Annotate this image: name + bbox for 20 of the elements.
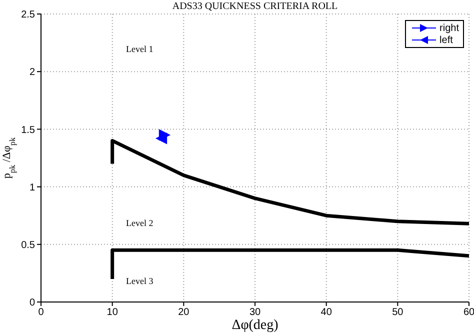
annotation: Level 3 — [126, 276, 154, 286]
legend-label: left — [440, 34, 453, 46]
x-tick-label: 40 — [320, 307, 332, 318]
y-tick-label: 2.5 — [21, 10, 36, 21]
y-tick-label: 1.5 — [21, 124, 36, 136]
x-tick-label: 30 — [249, 307, 261, 318]
y-tick-label: 2 — [29, 67, 36, 78]
x-tick-label: 0 — [38, 307, 44, 318]
legend-label: right — [440, 22, 459, 34]
y-tick-label: 0 — [29, 298, 36, 309]
x-tick-label: 20 — [178, 307, 190, 318]
x-tick-label: 50 — [392, 307, 404, 318]
chart-title: ADS33 QUICKNESS CRITERIA ROLL — [171, 1, 339, 12]
y-tick-label: 0.5 — [21, 240, 36, 251]
x-axis-title: Δφ(deg) — [232, 318, 279, 333]
annotation: Level 1 — [126, 44, 154, 54]
x-tick-label: 10 — [106, 307, 118, 318]
x-tick-label: 60 — [463, 307, 474, 318]
annotation: Level 2 — [126, 218, 154, 228]
y-tick-label: 1 — [29, 182, 36, 194]
